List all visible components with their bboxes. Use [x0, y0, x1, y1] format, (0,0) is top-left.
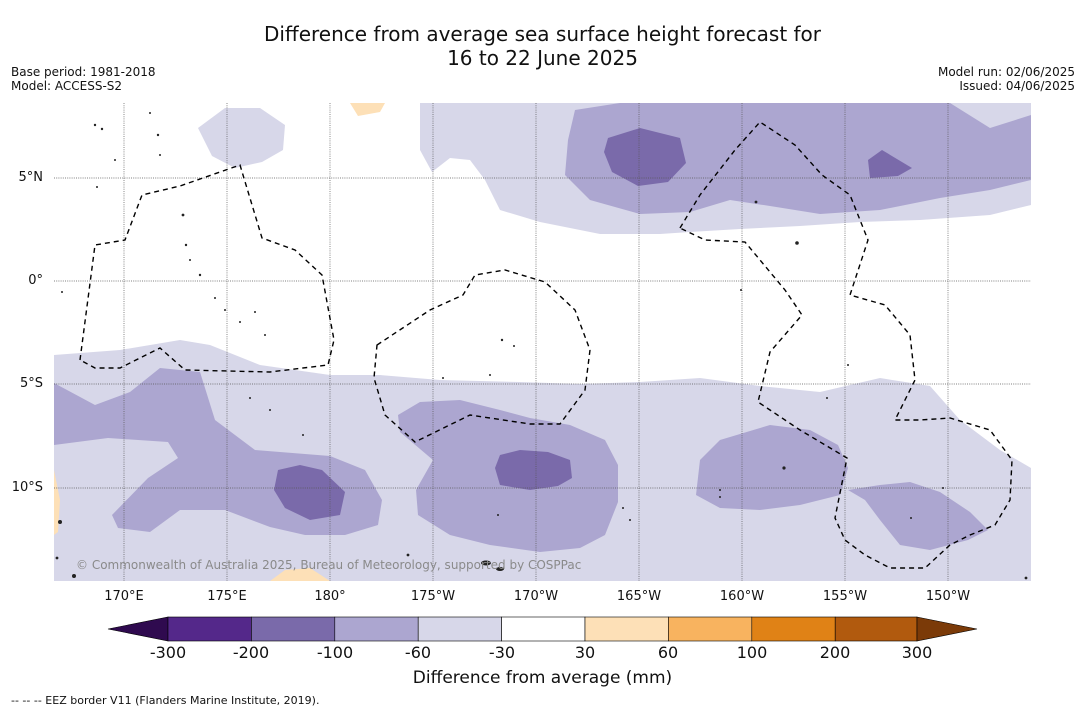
- lon-label: 160°W: [719, 589, 765, 604]
- contour-positive-south: [270, 568, 330, 581]
- contour-northwest-blob: [198, 108, 285, 168]
- lon-label: 150°W: [925, 589, 971, 604]
- map-area: [54, 103, 1031, 581]
- eez-borders: [79, 121, 1013, 569]
- contour-south-mid-east: [696, 425, 848, 510]
- map-title-line1: Difference from average sea surface heig…: [263, 22, 822, 46]
- map-title-line2: 16 to 22 June 2025: [447, 46, 638, 70]
- colorbar-tick: 300: [901, 643, 933, 662]
- contour-north-dark-1: [604, 128, 686, 186]
- colorbar-swatch: [167, 616, 252, 642]
- base-period: Base period: 1981-2018: [11, 65, 156, 79]
- colorbar-swatch: [501, 616, 586, 642]
- colorbar: [107, 616, 978, 642]
- lon-label: 175°W: [410, 589, 456, 604]
- islands: [55, 112, 1028, 580]
- colorbar-tick: 100: [736, 643, 768, 662]
- colorbar-tick: 30: [574, 643, 596, 662]
- contour-north-mid: [565, 103, 1031, 214]
- colorbar-tick: -200: [232, 643, 270, 662]
- colorbar-swatch: [751, 616, 836, 642]
- contour-positive-north: [350, 103, 385, 116]
- colorbar-swatch: [251, 616, 336, 642]
- meta-right: Model run: 02/06/2025 Issued: 04/06/2025: [938, 65, 1075, 93]
- colorbar-tick: -100: [316, 643, 354, 662]
- colorbar-tick: -300: [149, 643, 187, 662]
- lon-label: 170°E: [104, 589, 144, 604]
- copyright-notice: © Commonwealth of Australia 2025, Bureau…: [76, 558, 582, 572]
- colorbar-tick: -60: [404, 643, 432, 662]
- issued-date: Issued: 04/06/2025: [959, 79, 1075, 93]
- contour-positive-west: [54, 470, 60, 535]
- model-run: Model run: 02/06/2025: [937, 65, 1075, 79]
- lat-label-5n: 5°N: [18, 170, 44, 185]
- graticule: [54, 103, 1031, 581]
- lat-label-0: 0°: [28, 273, 43, 288]
- lon-label: 165°W: [616, 589, 662, 604]
- lon-label: 170°W: [513, 589, 559, 604]
- colorbar-swatch: [334, 616, 419, 642]
- colorbar-swatch: [584, 616, 669, 642]
- contour-south-mid-fareast: [848, 482, 988, 550]
- colorbar-swatch: [834, 616, 918, 642]
- contour-south-dark-2: [495, 450, 572, 490]
- eez-legend-note: -- -- -- EEZ border V11 (Flanders Marine…: [11, 694, 320, 707]
- colorbar-extend-high: [916, 616, 978, 642]
- lat-label-10s: 10°S: [11, 480, 43, 495]
- lon-label: 180°: [314, 589, 346, 604]
- colorbar-swatch: [417, 616, 502, 642]
- colorbar-tick: -30: [488, 643, 516, 662]
- meta-left: Base period: 1981-2018 Model: ACCESS-S2: [11, 65, 156, 93]
- lon-label: 175°E: [207, 589, 247, 604]
- colorbar-swatch: [668, 616, 753, 642]
- colorbar-tick: 200: [819, 643, 851, 662]
- colorbar-label: Difference from average (mm): [412, 668, 673, 688]
- model-name: Model: ACCESS-S2: [11, 79, 123, 93]
- colorbar-tick: 60: [657, 643, 679, 662]
- lat-label-5s: 5°S: [19, 376, 43, 391]
- lon-label: 155°W: [822, 589, 868, 604]
- colorbar-extend-low: [107, 616, 169, 642]
- contour-south-dark-1: [274, 465, 345, 520]
- contour-north-dark-2: [868, 150, 912, 178]
